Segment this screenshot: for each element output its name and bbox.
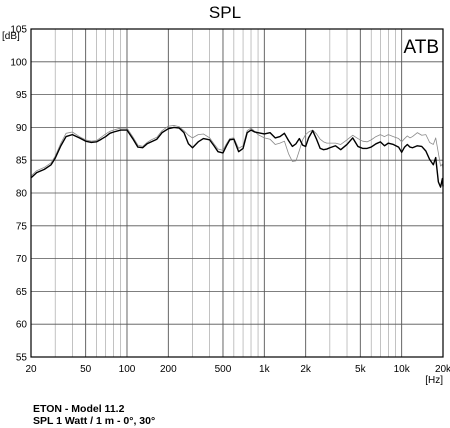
y-tick-label: 95 [16, 90, 28, 101]
series-line-1 [30, 126, 444, 188]
y-tick-label: 90 [16, 123, 28, 134]
y-tick-label: 75 [16, 221, 28, 232]
x-tick-label: 500 [215, 364, 232, 375]
atb-annotation: ATB [403, 37, 439, 58]
y-tick-label: 105 [10, 25, 27, 36]
y-tick-labels: 55 60 65 70 75 80 85 90 95 100 105 [10, 25, 27, 364]
y-tick-label: 60 [16, 320, 28, 331]
grid-major [30, 28, 444, 358]
x-tick-label: 1k [259, 364, 271, 375]
y-axis-unit-label: [dB] [2, 31, 20, 42]
y-tick-label: 85 [16, 156, 28, 167]
y-tick-label: 100 [10, 57, 27, 68]
curves [30, 125, 444, 188]
x-axis-unit-label: [Hz] [425, 375, 443, 386]
y-tick-label: 55 [16, 353, 28, 364]
x-tick-label: 200 [160, 364, 177, 375]
y-tick-label: 65 [16, 287, 28, 298]
plot-frame [30, 28, 444, 358]
chart-title: SPL [208, 3, 242, 22]
y-tick-label: 80 [16, 189, 28, 200]
caption-measurement: SPL 1 Watt / 1 m - 0°, 30° [33, 415, 156, 427]
x-tick-label: 20 [25, 364, 37, 375]
series-line-2 [30, 125, 444, 177]
x-tick-label: 20k [435, 364, 450, 375]
x-tick-label: 5k [355, 364, 367, 375]
x-tick-label: 100 [119, 364, 136, 375]
caption-model: ETON - Model 11.2 [33, 403, 125, 415]
x-tick-labels: 20 50 100 200 500 1k 2k 5k 10k 20k [25, 364, 450, 375]
x-tick-label: 2k [300, 364, 312, 375]
x-tick-label: 50 [80, 364, 92, 375]
y-tick-label: 70 [16, 254, 28, 265]
x-tick-label: 10k [394, 364, 411, 375]
